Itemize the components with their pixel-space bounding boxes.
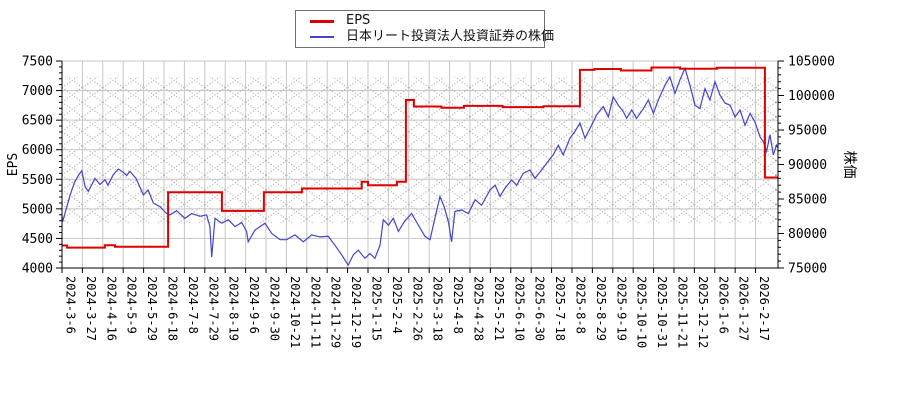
legend-item-price: 日本リート投資法人投資証券の株価 xyxy=(296,29,554,45)
left-axis-tick-label: 6500 xyxy=(22,114,53,129)
x-axis-tick-label: 2024-7-29 xyxy=(206,276,220,341)
right-axis-title: 株価 xyxy=(841,151,857,179)
series-eps xyxy=(62,66,778,249)
x-axis-tick-label: 2025-8-8 xyxy=(573,276,587,334)
x-axis-tick-label: 2024-3-6 xyxy=(64,276,78,334)
left-axis-tick-label: 6000 xyxy=(22,143,53,158)
x-axis-tick-label: 2025-10-10 xyxy=(635,276,649,348)
x-axis-tick-label: 2024-11-11 xyxy=(308,276,322,348)
price-line-swatch xyxy=(310,36,334,38)
x-axis-tick-label: 2026-1-6 xyxy=(716,276,730,334)
x-axis-tick-label: 2024-8-19 xyxy=(227,276,241,341)
x-axis-tick-label: 2026-1-27 xyxy=(737,276,751,341)
legend-label-price: 日本リート投資法人投資証券の株価 xyxy=(346,29,555,44)
x-axis-tick-label: 2024-5-29 xyxy=(145,276,159,341)
legend-item-eps: EPS xyxy=(296,13,544,29)
left-axis-tick-label: 7000 xyxy=(22,84,53,99)
left-axis-tick-label: 5000 xyxy=(22,202,53,217)
x-axis-tick-label: 2025-12-12 xyxy=(696,276,710,348)
x-axis-tick-label: 2025-6-30 xyxy=(533,276,547,341)
x-axis-tick-label: 2024-12-19 xyxy=(349,276,363,348)
x-axis-tick-label: 2025-4-8 xyxy=(451,276,465,334)
x-axis-tick-label: 2025-7-18 xyxy=(553,276,567,341)
x-axis-tick-label: 2024-4-16 xyxy=(104,276,118,341)
right-axis-tick-label: 75000 xyxy=(788,262,827,277)
x-axis-tick-label: 2024-5-9 xyxy=(125,276,139,334)
x-axis-tick-label: 2024-10-21 xyxy=(288,276,302,348)
left-axis-tick-label: 4000 xyxy=(22,262,53,277)
right-axis-tick-label: 85000 xyxy=(788,193,827,208)
x-axis-tick-label: 2025-5-21 xyxy=(492,276,506,341)
right-axis-tick-label: 90000 xyxy=(788,158,827,173)
right-axis-tick-label: 80000 xyxy=(788,227,827,242)
x-axis-tick-label: 2025-4-28 xyxy=(471,276,485,341)
x-axis-tick-label: 2024-6-18 xyxy=(165,276,179,341)
right-axis-tick-label: 95000 xyxy=(788,124,827,139)
left-axis-tick-label: 4500 xyxy=(22,232,53,247)
x-axis-tick-label: 2025-2-4 xyxy=(390,276,404,334)
x-axis-tick-label: 2026-2-17 xyxy=(757,276,771,341)
right-axis-tick-label: 105000 xyxy=(788,55,835,70)
eps-line-swatch xyxy=(310,19,334,23)
series-price xyxy=(61,66,779,267)
x-axis-tick-label: 2025-8-29 xyxy=(594,276,608,341)
right-axis-tick-label: 100000 xyxy=(788,89,835,104)
left-axis-tick-label: 7500 xyxy=(22,55,53,70)
x-axis-tick-label: 2024-3-27 xyxy=(84,276,98,341)
x-axis-tick-label: 2025-10-31 xyxy=(655,276,669,348)
x-axis-tick-label: 2025-2-26 xyxy=(410,276,424,341)
x-axis-tick-label: 2025-1-15 xyxy=(369,276,383,341)
legend-label-eps: EPS xyxy=(346,13,371,28)
x-axis-tick-label: 2025-6-10 xyxy=(512,276,526,341)
legend: EPS 日本リート投資法人投資証券の株価 xyxy=(295,10,554,48)
x-axis-tick-label: 2024-11-29 xyxy=(329,276,343,348)
left-axis-title: EPS xyxy=(6,153,21,176)
x-axis-tick-label: 2025-11-21 xyxy=(675,276,689,348)
x-axis-tick-label: 2024-9-30 xyxy=(267,276,281,341)
x-axis-tick-label: 2025-9-19 xyxy=(614,276,628,341)
x-axis-tick-label: 2024-9-6 xyxy=(247,276,261,334)
left-axis-tick-label: 5500 xyxy=(22,173,53,188)
x-axis-tick-label: 2024-7-8 xyxy=(186,276,200,334)
x-axis-tick-label: 2025-3-18 xyxy=(431,276,445,341)
